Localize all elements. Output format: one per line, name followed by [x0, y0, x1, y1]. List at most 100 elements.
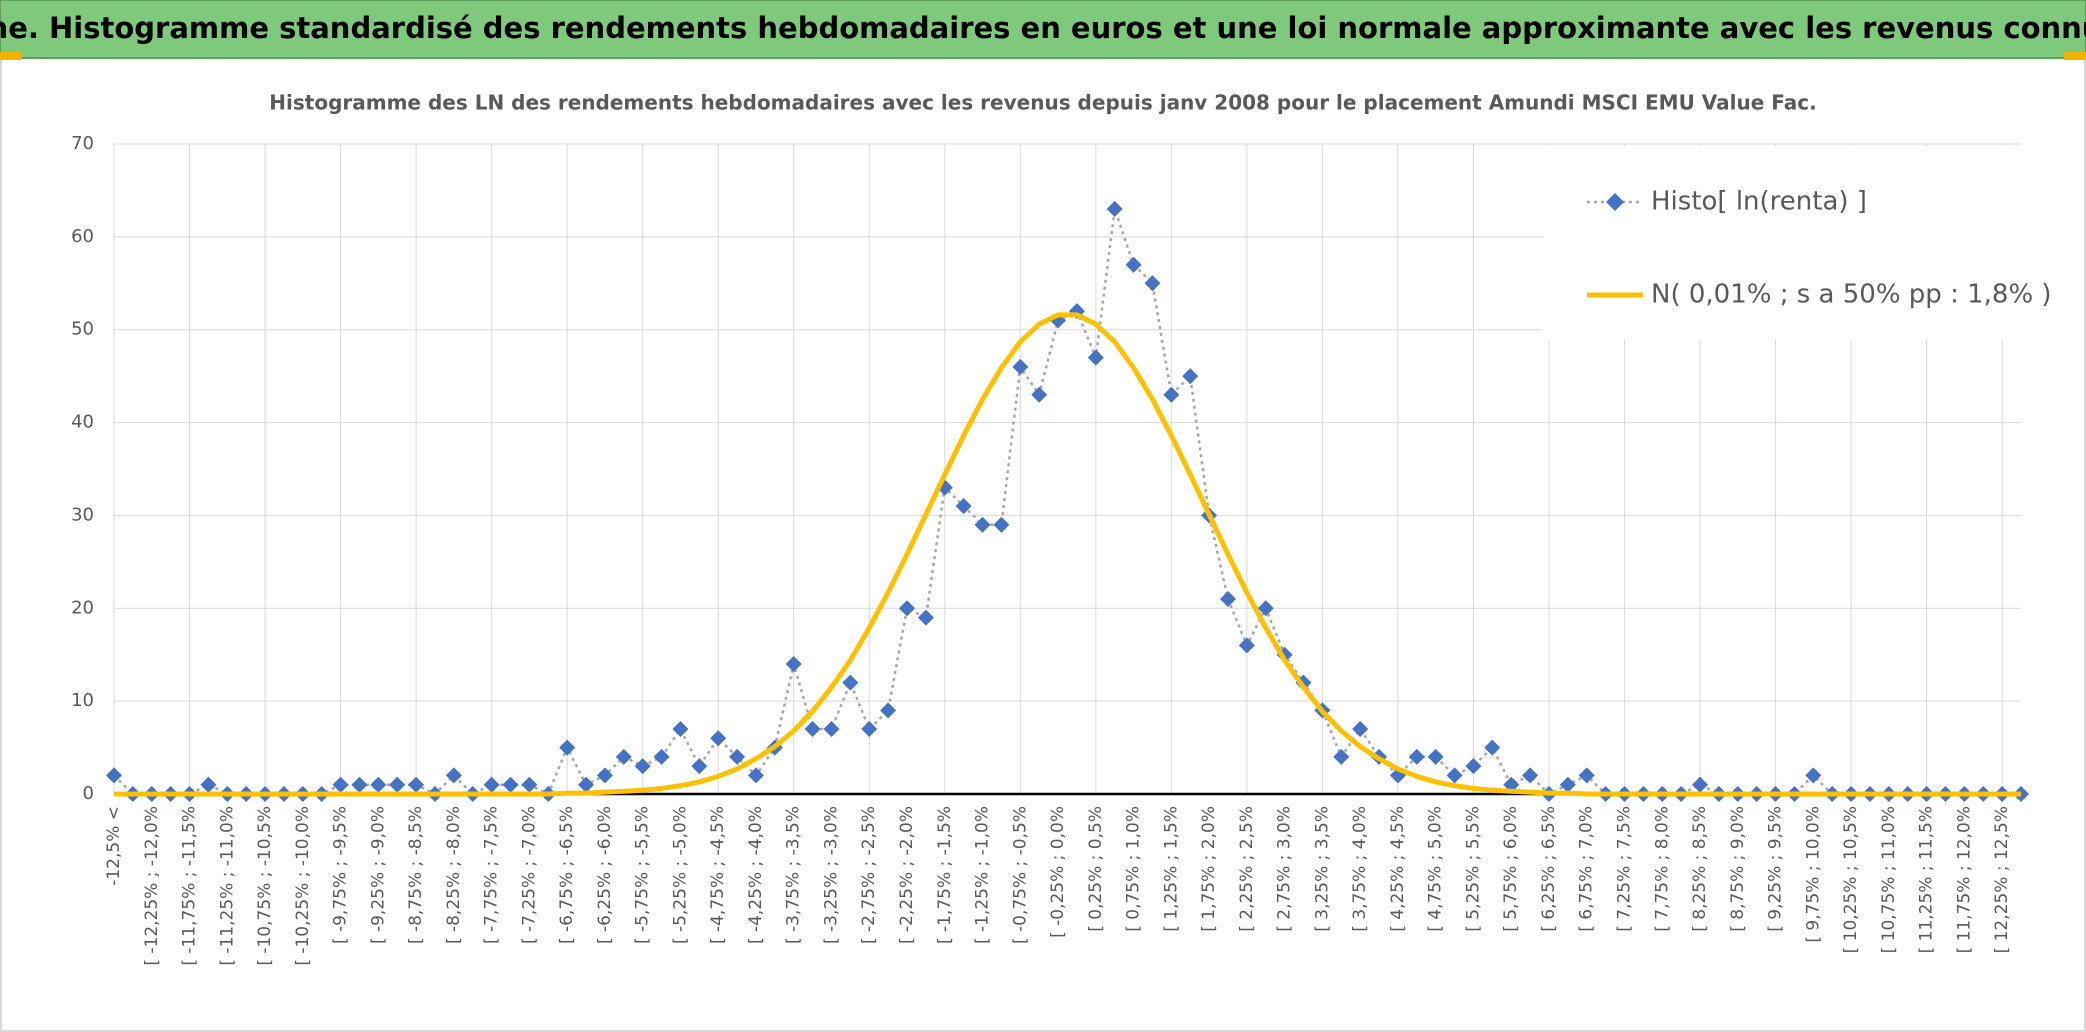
data-point — [1106, 201, 1123, 217]
data-point — [596, 767, 613, 784]
x-tick-label: [ 7,75% ; 8,0% — [1652, 806, 1672, 932]
data-point — [1238, 637, 1255, 654]
data-point — [1219, 591, 1236, 607]
data-point — [1522, 767, 1539, 784]
legend-marker — [1606, 193, 1624, 211]
chart-subtitle: Histogramme des LN des rendements hebdom… — [269, 91, 1816, 115]
x-tick-label: [ 11,25% ; 11,5% — [1917, 806, 1937, 953]
x-tick-label: [ -5,25% ; -5,0% — [670, 806, 690, 944]
x-tick-label: [ 5,25% ; 5,5% — [1463, 806, 1483, 932]
x-tick-label: [ 1,25% ; 1,5% — [1161, 806, 1181, 932]
y-tick-label: 10 — [71, 690, 94, 711]
data-point — [861, 721, 878, 737]
data-point — [1427, 748, 1444, 765]
data-point — [1446, 767, 1463, 784]
x-tick-label: [ 7,25% ; 7,5% — [1614, 806, 1634, 932]
data-point — [1031, 386, 1048, 403]
legend-label: Histo[ ln(renta) ] — [1651, 187, 1867, 217]
data-point — [445, 767, 462, 784]
header-title: ADAM Informe. Histogramme standardisé de… — [0, 11, 2086, 45]
x-tick-label: [ -6,25% ; -6,0% — [595, 806, 615, 944]
data-point — [1805, 767, 1822, 784]
x-tick-label: [ 10,25% ; 10,5% — [1841, 806, 1861, 953]
x-tick-label: [ 2,75% ; 3,0% — [1275, 806, 1295, 932]
x-tick-label: [ 3,25% ; 3,5% — [1312, 806, 1332, 932]
x-tick-label: [ -11,75% ; -11,5% — [180, 806, 200, 966]
x-tick-label: [ 1,75% ; 2,0% — [1199, 806, 1219, 932]
data-point — [955, 498, 972, 515]
data-point — [106, 767, 122, 784]
data-point — [502, 776, 519, 793]
legend-box — [1543, 146, 2021, 340]
x-tick-label: [ -2,25% ; -2,0% — [897, 806, 917, 944]
data-point — [1484, 739, 1501, 756]
x-tick-label: [ 8,75% ; 9,0% — [1728, 806, 1748, 932]
data-point — [1408, 748, 1425, 765]
data-point — [389, 776, 406, 793]
data-point — [1144, 275, 1161, 292]
x-tick-label: -12,5% < — [104, 806, 124, 886]
x-tick-label: [ 4,75% ; 5,0% — [1426, 806, 1446, 932]
y-tick-label: 60 — [71, 226, 94, 247]
x-tick-label: [ -6,75% ; -6,5% — [557, 806, 577, 944]
data-point — [785, 656, 802, 672]
x-tick-label: [ -10,75% ; -10,5% — [255, 806, 275, 966]
data-point — [1012, 358, 1029, 375]
data-point — [729, 748, 746, 765]
data-point — [1352, 721, 1369, 737]
data-point — [1257, 600, 1274, 617]
data-point — [1163, 386, 1180, 403]
x-tick-label: [ -3,75% ; -3,5% — [784, 806, 804, 944]
x-tick-label: [ 9,75% ; 10,0% — [1803, 806, 1823, 943]
x-tick-label: [ -7,25% ; -7,0% — [519, 806, 539, 944]
data-point — [842, 674, 859, 691]
x-tick-label: [ 12,25% ; 12,5% — [1992, 806, 2012, 953]
data-point — [899, 600, 916, 617]
data-point — [653, 748, 670, 765]
data-point — [1087, 349, 1104, 366]
x-tick-label: [ -4,75% ; -4,5% — [708, 806, 728, 944]
x-tick-label: [ -8,25% ; -8,0% — [444, 806, 464, 944]
y-tick-label: 30 — [71, 504, 94, 525]
corner-tab — [2064, 52, 2086, 60]
data-point — [408, 776, 425, 793]
x-tick-label: [ 0,75% ; 1,0% — [1124, 806, 1144, 932]
x-tick-label: [ -3,25% ; -3,0% — [821, 806, 841, 944]
x-tick-label: [ 9,25% ; 9,5% — [1766, 806, 1786, 932]
x-tick-label: [ 6,75% ; 7,0% — [1577, 806, 1597, 932]
data-point — [1465, 758, 1482, 775]
x-tick-label: [ 11,75% ; 12,0% — [1954, 806, 1974, 953]
data-point — [1559, 776, 1576, 793]
data-point — [974, 516, 991, 533]
data-point — [559, 739, 576, 756]
data-point — [823, 721, 840, 737]
x-tick-label: [ 3,75% ; 4,0% — [1350, 806, 1370, 932]
y-tick-label: 40 — [71, 412, 94, 433]
x-tick-label: [ -0,25% ; 0,0% — [1048, 806, 1068, 938]
data-point — [917, 609, 934, 626]
y-tick-label: 70 — [71, 133, 94, 154]
x-tick-label: [ -5,75% ; -5,5% — [633, 806, 653, 944]
header-bar — [0, 0, 2086, 59]
data-point — [200, 776, 217, 793]
data-point — [351, 776, 368, 793]
x-tick-label: [ 0,25% ; 0,5% — [1086, 806, 1106, 932]
x-tick-label: [ -1,75% ; -1,5% — [935, 806, 955, 944]
x-tick-label: [ 8,25% ; 8,5% — [1690, 806, 1710, 932]
data-point — [672, 721, 689, 737]
y-tick-label: 0 — [83, 783, 94, 804]
data-point — [370, 776, 387, 793]
corner-tab — [0, 52, 22, 60]
x-tick-label: [ 4,25% ; 4,5% — [1388, 806, 1408, 932]
data-point — [521, 776, 538, 793]
x-tick-label: [ 2,25% ; 2,5% — [1237, 806, 1257, 932]
series-line — [114, 312, 2021, 797]
x-tick-label: [ -9,75% ; -9,5% — [331, 806, 351, 944]
x-tick-label: [ 10,75% ; 11,0% — [1879, 806, 1899, 953]
x-tick-label: [ -1,25% ; -1,0% — [973, 806, 993, 944]
data-point — [332, 776, 349, 793]
x-tick-label: [ -7,75% ; -7,5% — [482, 806, 502, 944]
x-tick-label: [ -8,75% ; -8,5% — [406, 806, 426, 944]
